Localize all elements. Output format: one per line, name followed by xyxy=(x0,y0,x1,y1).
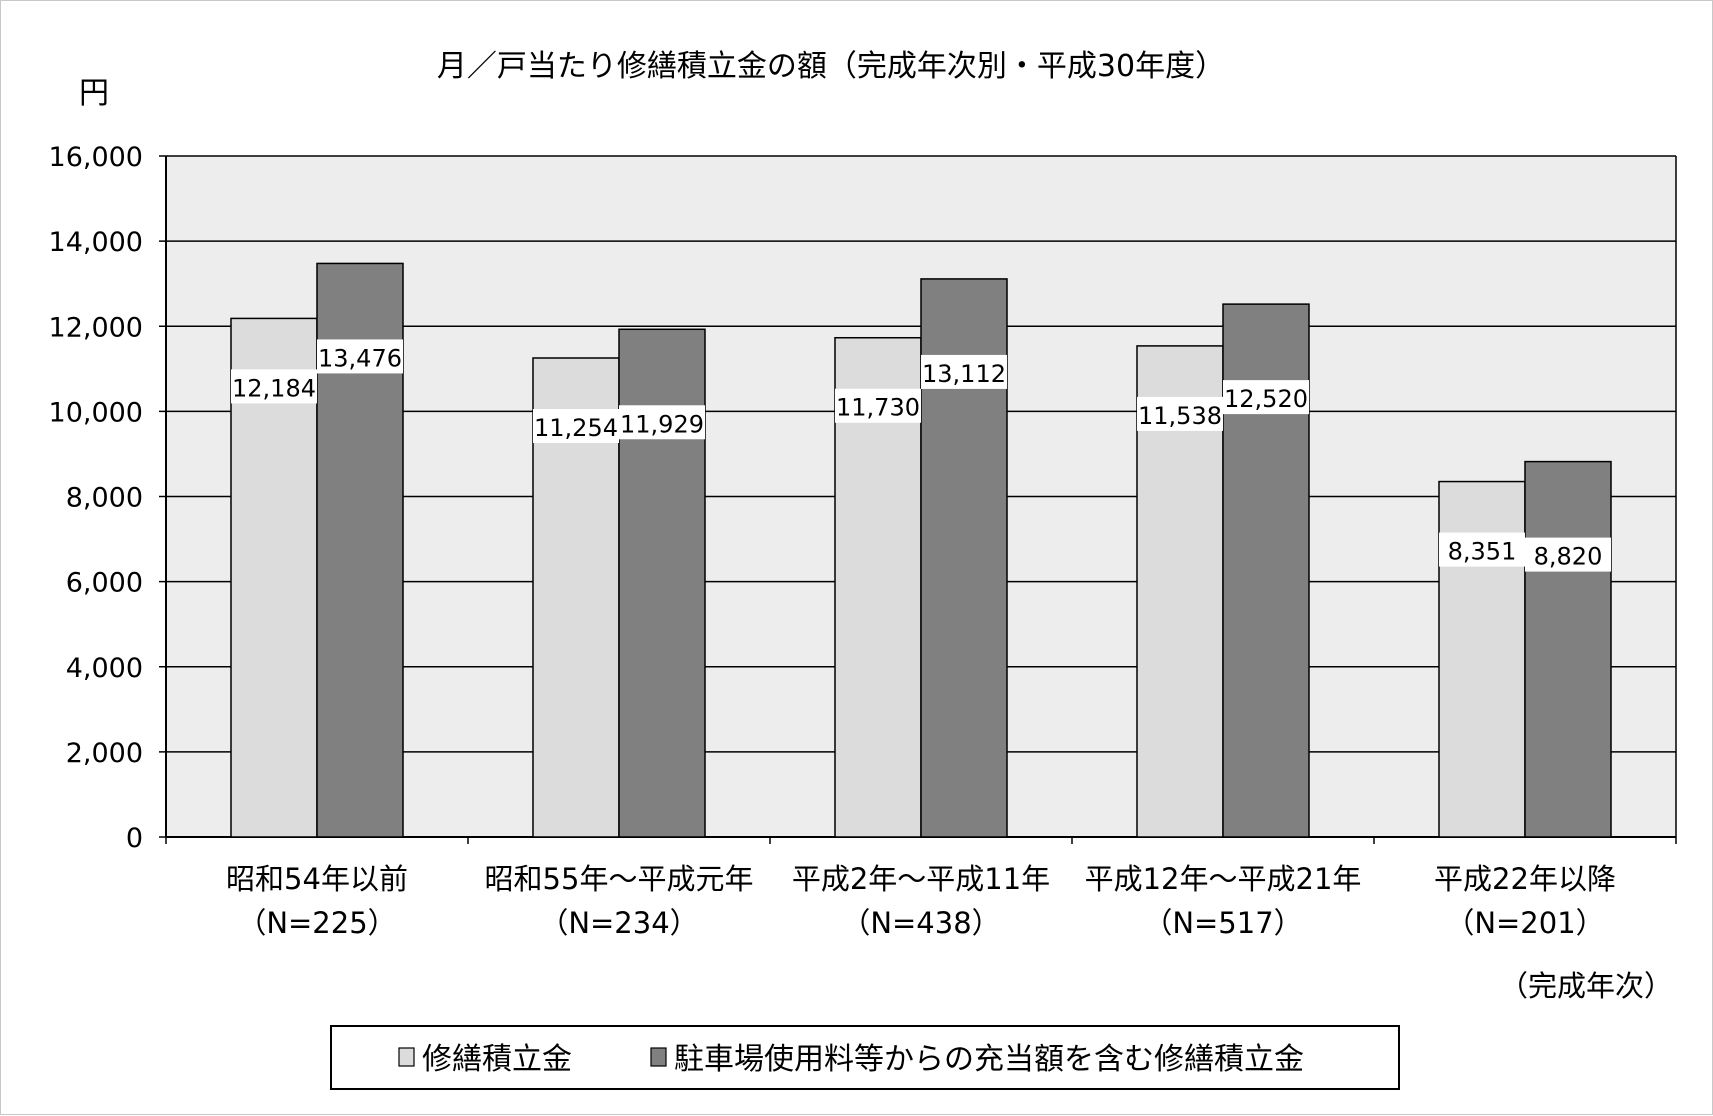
y-tick-label: 6,000 xyxy=(66,568,143,599)
data-label-box xyxy=(619,405,705,440)
x-axis-label: （完成年次） xyxy=(1499,969,1673,1003)
x-category-n: （N=517） xyxy=(1143,906,1302,940)
legend-swatch xyxy=(650,1047,667,1067)
y-tick-label: 2,000 xyxy=(66,738,143,769)
data-label: 11,538 xyxy=(1138,402,1222,430)
x-category-n: （N=234） xyxy=(539,906,698,940)
y-tick-label: 10,000 xyxy=(49,397,143,428)
data-label-box xyxy=(1137,396,1223,431)
bar-reserve-incl-parking xyxy=(1524,460,1612,838)
data-label-box xyxy=(1439,532,1525,567)
bar-reserve xyxy=(230,317,318,838)
x-category-label: 昭和55年～平成元年 xyxy=(485,862,754,896)
x-category-n: （N=438） xyxy=(841,906,1000,940)
chart-title: 月／戸当たり修繕積立金の額（完成年次別・平成30年度） xyxy=(437,49,1225,84)
x-category-label: 平成2年～平成11年 xyxy=(792,862,1050,896)
legend-label: 修繕積立金 xyxy=(422,1042,572,1077)
data-label: 12,184 xyxy=(232,374,316,402)
data-label: 13,476 xyxy=(318,344,402,372)
data-label-box xyxy=(1525,537,1611,572)
y-tick-label: 0 xyxy=(126,823,143,854)
x-category-label: 平成12年～平成21年 xyxy=(1085,862,1362,896)
legend xyxy=(330,1025,1400,1090)
y-tick-label: 8,000 xyxy=(66,483,143,514)
data-label: 8,820 xyxy=(1534,543,1603,571)
data-label-box xyxy=(317,339,403,374)
y-tick-label: 14,000 xyxy=(49,227,143,258)
data-label-box xyxy=(835,388,921,423)
data-label-box xyxy=(1223,380,1309,415)
y-tick-label: 16,000 xyxy=(49,142,143,173)
legend-label: 駐車場使用料等からの充当額を含む修繕積立金 xyxy=(674,1042,1304,1077)
y-tick-label: 12,000 xyxy=(49,312,143,343)
data-label: 11,254 xyxy=(534,414,618,442)
x-category-label: 平成22年以降 xyxy=(1434,862,1616,896)
y-axis-unit: 円 xyxy=(79,76,109,111)
data-label: 8,351 xyxy=(1448,538,1517,566)
data-label: 11,929 xyxy=(620,410,704,438)
data-label: 11,730 xyxy=(836,394,920,422)
data-label: 12,520 xyxy=(1224,385,1308,413)
data-label-box xyxy=(231,369,317,404)
data-label-box xyxy=(921,354,1007,389)
x-category-label: 昭和54年以前 xyxy=(226,862,408,896)
data-label: 13,112 xyxy=(922,360,1006,388)
x-category-n: （N=201） xyxy=(1445,906,1604,940)
x-category-n: （N=225） xyxy=(237,906,396,940)
data-label-box xyxy=(533,409,619,444)
legend-swatch xyxy=(398,1047,415,1067)
y-tick-label: 4,000 xyxy=(66,653,143,684)
